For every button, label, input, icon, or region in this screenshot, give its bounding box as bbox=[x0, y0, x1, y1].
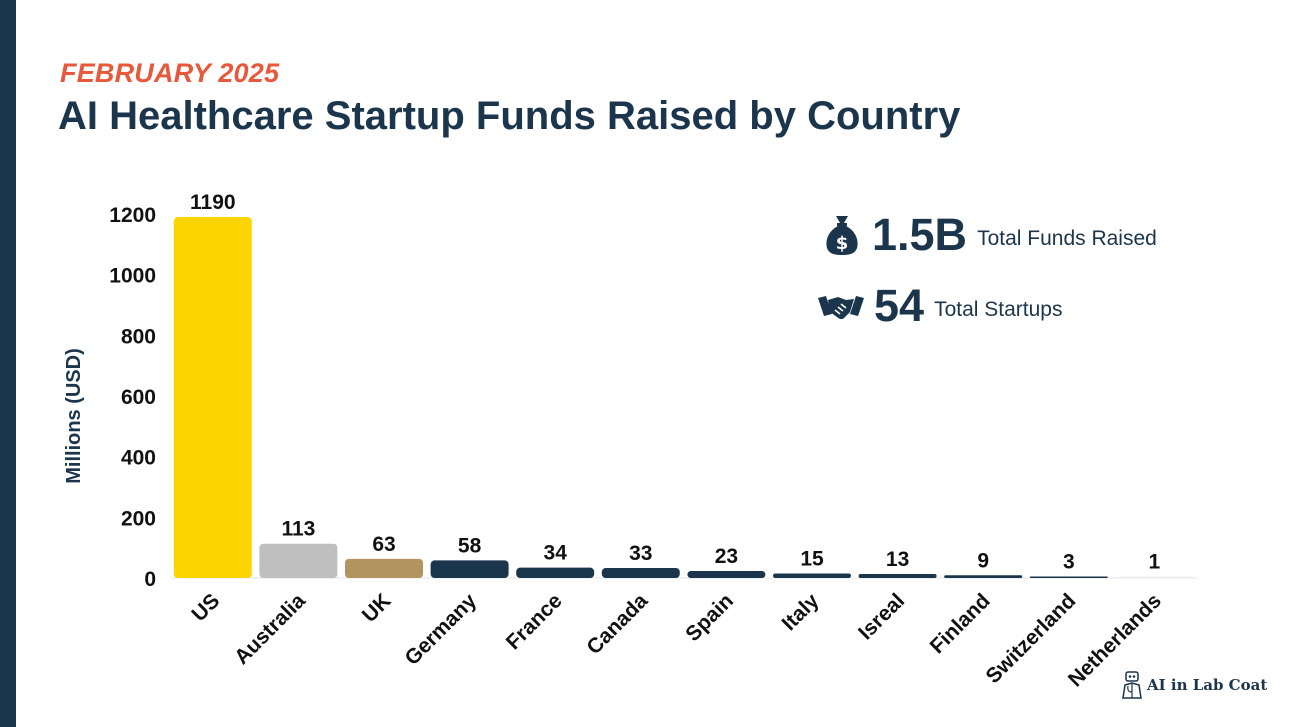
value-label-isreal: 13 bbox=[886, 548, 909, 571]
chart-title: AI Healthcare Startup Funds Raised by Co… bbox=[58, 94, 961, 138]
y-axis-label: Millions (USD) bbox=[63, 348, 85, 484]
y-tick-label: 400 bbox=[121, 447, 156, 470]
side-accent-bar bbox=[0, 0, 16, 727]
y-tick-label: 1000 bbox=[109, 265, 156, 288]
value-label-finland: 9 bbox=[977, 549, 989, 572]
value-label-switzerland: 3 bbox=[1063, 551, 1075, 574]
bar-france bbox=[516, 567, 595, 578]
date-eyebrow: FEBRUARY 2025 bbox=[60, 58, 280, 88]
bar-netherlands bbox=[1115, 576, 1194, 578]
bar-isreal bbox=[858, 574, 937, 578]
bar-uk bbox=[345, 558, 423, 578]
y-tick-label: 800 bbox=[121, 325, 156, 348]
x-tick-label-isreal: Isreal bbox=[854, 589, 909, 644]
value-label-spain: 23 bbox=[715, 545, 738, 568]
total-funds-label: Total Funds Raised bbox=[977, 226, 1157, 250]
bar-australia bbox=[259, 543, 338, 578]
value-label-us: 1190 bbox=[190, 191, 236, 214]
x-tick-label-us: US bbox=[187, 589, 224, 626]
total-funds-stat: $ 1.5B Total Funds Raised bbox=[824, 212, 1157, 257]
money-bag-icon: $ bbox=[826, 215, 858, 255]
total-startups-value: 54 bbox=[874, 280, 925, 331]
value-label-netherlands: 1 bbox=[1149, 551, 1161, 574]
bar-switzerland bbox=[1029, 576, 1108, 578]
total-startups-label: Total Startups bbox=[934, 297, 1063, 321]
x-tick-label-australia: Australia bbox=[230, 589, 310, 669]
value-label-canada: 33 bbox=[629, 542, 652, 565]
bar-canada bbox=[601, 567, 680, 578]
lab-coat-robot-icon bbox=[1122, 671, 1142, 699]
y-tick-label: 0 bbox=[144, 568, 156, 591]
bar-spain bbox=[687, 571, 766, 578]
bar-us bbox=[173, 217, 252, 579]
y-tick-label: 200 bbox=[121, 507, 156, 530]
bar-italy bbox=[773, 573, 851, 578]
x-tick-label-germany: Germany bbox=[400, 589, 481, 670]
x-tick-label-france: France bbox=[502, 589, 567, 654]
brand-logo: AI in Lab Coat bbox=[1121, 670, 1267, 700]
value-label-germany: 58 bbox=[458, 534, 482, 557]
value-label-uk: 63 bbox=[372, 533, 395, 556]
x-tick-label-spain: Spain bbox=[681, 589, 738, 646]
svg-text:$: $ bbox=[836, 233, 849, 254]
x-tick-label-canada: Canada bbox=[582, 589, 652, 659]
y-tick-label: 1200 bbox=[109, 204, 156, 227]
x-tick-label-italy: Italy bbox=[778, 589, 824, 635]
x-tick-label-uk: UK bbox=[358, 589, 396, 627]
value-label-italy: 15 bbox=[800, 547, 824, 570]
value-label-france: 34 bbox=[544, 542, 568, 565]
total-funds-value: 1.5B bbox=[872, 209, 968, 260]
x-tick-label-finland: Finland bbox=[926, 589, 995, 658]
bar-germany bbox=[430, 560, 509, 578]
value-label-australia: 113 bbox=[281, 518, 315, 541]
total-startups-stat: 54 Total Startups bbox=[818, 283, 1062, 328]
brand-name: AI in Lab Coat bbox=[1147, 676, 1268, 694]
handshake-icon bbox=[818, 295, 864, 319]
bar-finland bbox=[944, 575, 1023, 578]
y-tick-label: 600 bbox=[121, 386, 156, 409]
